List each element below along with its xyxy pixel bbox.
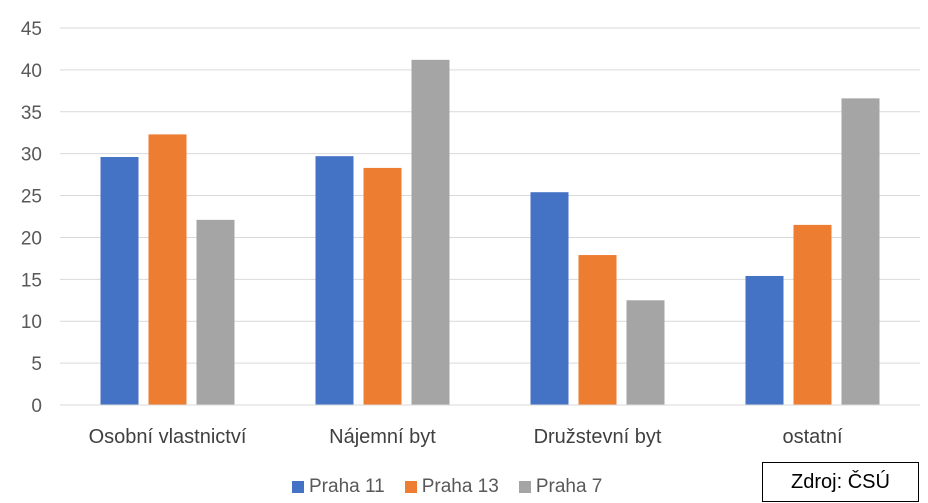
bar [411,59,450,405]
bar [315,156,354,405]
bar [148,134,187,406]
gridlines [60,27,920,364]
source-label: Zdroj: ČSÚ [791,470,890,493]
y-tick-label: 40 [21,61,42,82]
legend-item-praha-7: Praha 7 [518,476,603,498]
bar [100,157,139,405]
y-tick-label: 0 [31,396,42,417]
source-note: Zdroj: ČSÚ [762,462,919,502]
legend-swatch-praha-11 [292,481,304,493]
y-axis-tick-labels: 0 5 10 15 20 25 30 35 40 45 [21,19,42,417]
bar-chart: 0 5 10 15 20 25 30 35 40 45 Osobní vlastnictví Náj… [21,19,920,448]
y-tick-label: 15 [21,270,42,291]
legend-swatch-praha-7 [518,481,531,493]
legend-item-praha-11: Praha 11 [292,476,385,498]
y-tick-label: 35 [21,103,42,124]
y-tick-label: 5 [31,354,42,375]
category-label: Družstevní byt [534,426,662,448]
category-label: Osobní vlastnictví [89,426,247,448]
category-labels: Osobní vlastnictví Nájemní byt Družstevní … [89,426,843,448]
bar [578,255,617,405]
legend-swatch-praha-13 [404,481,417,493]
y-tick-label: 20 [21,228,42,249]
legend-label-praha-11: Praha 11 [309,476,385,497]
y-tick-label: 30 [21,145,42,166]
bar [626,300,665,405]
y-tick-label: 25 [21,187,42,208]
legend: Praha 11 Praha 13 Praha 7 [292,476,622,498]
bar [841,98,880,405]
category-label: ostatní [782,426,842,448]
bar [196,219,235,405]
legend-label-praha-13: Praha 13 [421,476,499,497]
legend-label-praha-7: Praha 7 [535,476,603,497]
bar [363,167,402,405]
bar [745,275,784,405]
bar [530,192,569,405]
y-tick-label: 45 [21,19,42,40]
bar [793,224,832,405]
category-label: Nájemní byt [329,426,436,448]
y-tick-label: 10 [21,312,42,333]
bars [100,59,880,406]
legend-item-praha-13: Praha 13 [404,476,499,498]
